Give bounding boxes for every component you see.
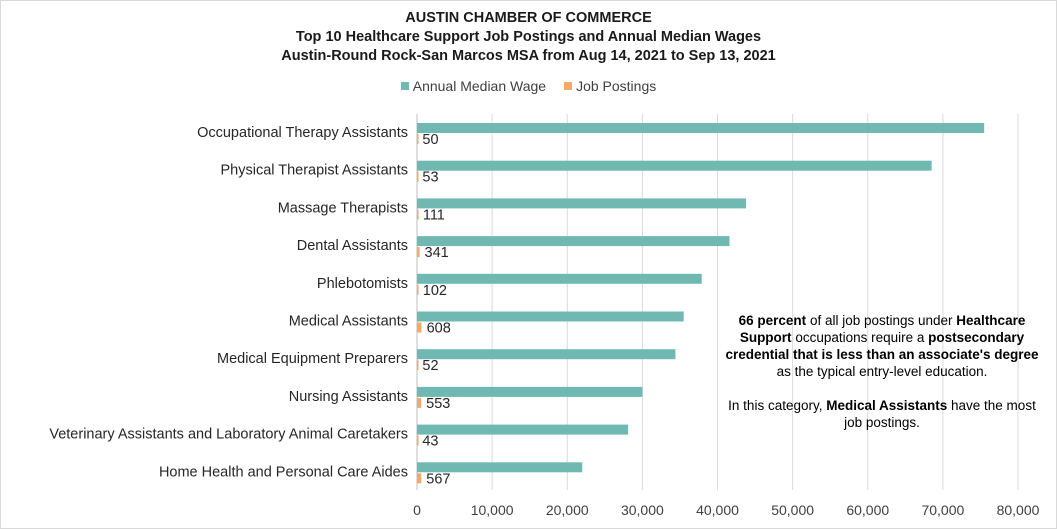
wage-bar bbox=[417, 349, 676, 360]
annotation-paragraph-2: In this category, Medical Assistants hav… bbox=[718, 397, 1046, 431]
postings-data-label: 341 bbox=[425, 245, 449, 261]
postings-bar bbox=[417, 473, 422, 484]
x-tick-label: 60,000 bbox=[846, 502, 889, 518]
wage-bar bbox=[417, 273, 702, 284]
annotation-text: Medical Assistants bbox=[826, 398, 948, 413]
legend-item-wage: Annual Median Wage bbox=[400, 78, 547, 94]
x-tick-label: 40,000 bbox=[696, 502, 739, 518]
legend-swatch-wage bbox=[400, 82, 409, 90]
category-label: Veterinary Assistants and Laboratory Ani… bbox=[49, 427, 408, 443]
chart-title-line-2: Top 10 Healthcare Support Job Postings a… bbox=[295, 29, 762, 45]
postings-data-label: 111 bbox=[423, 207, 445, 223]
legend-swatch-postings bbox=[564, 82, 573, 90]
chart-title-line-1: AUSTIN CHAMBER OF COMMERCE bbox=[405, 10, 652, 26]
wage-bar bbox=[417, 424, 629, 435]
postings-data-label: 53 bbox=[422, 170, 438, 186]
x-tick-label: 70,000 bbox=[921, 502, 964, 518]
postings-data-label: 43 bbox=[422, 434, 438, 450]
annotation-paragraph-1: 66 percent of all job postings under Hea… bbox=[718, 312, 1046, 380]
x-tick-label: 20,000 bbox=[546, 502, 589, 518]
category-label: Massage Therapists bbox=[278, 200, 408, 216]
category-label: Physical Therapist Assistants bbox=[220, 163, 408, 179]
annotation-text: have the most job postings. bbox=[844, 398, 1036, 430]
postings-data-label: 102 bbox=[423, 283, 447, 299]
category-label: Medical Assistants bbox=[289, 314, 408, 330]
postings-data-label: 50 bbox=[422, 132, 438, 148]
x-tick-label: 30,000 bbox=[621, 502, 664, 518]
annotation-text: occupations require a bbox=[791, 330, 929, 345]
wage-bar bbox=[417, 123, 985, 133]
postings-bar bbox=[417, 134, 419, 144]
wage-bar bbox=[417, 386, 643, 397]
x-tick-label: 50,000 bbox=[771, 502, 814, 518]
annotation-box: 66 percent of all job postings under Hea… bbox=[718, 312, 1046, 431]
x-tick-label: 10,000 bbox=[471, 502, 514, 518]
postings-bar bbox=[417, 360, 419, 371]
wage-bar bbox=[417, 198, 747, 209]
annotation-text: In this category, bbox=[728, 398, 827, 413]
category-label: Dental Assistants bbox=[297, 238, 408, 254]
wage-bar bbox=[417, 160, 932, 171]
x-tick-label: 80,000 bbox=[997, 502, 1040, 518]
postings-data-label: 567 bbox=[426, 471, 450, 487]
postings-data-label: 52 bbox=[422, 358, 438, 374]
postings-bar bbox=[417, 284, 419, 295]
postings-bar bbox=[417, 322, 422, 333]
wage-bar bbox=[417, 311, 684, 322]
postings-bar bbox=[417, 247, 420, 258]
postings-data-label: 553 bbox=[426, 396, 450, 412]
postings-bar bbox=[417, 435, 419, 446]
x-tick-label: 0 bbox=[413, 502, 421, 518]
legend: Annual Median Wage Job Postings bbox=[0, 78, 1057, 94]
legend-label-wage: Annual Median Wage bbox=[412, 78, 547, 94]
annotation-text: postsecondary credential that is less th… bbox=[725, 330, 1039, 362]
annotation-text: Healthcare Support bbox=[739, 313, 1026, 345]
postings-bar bbox=[417, 171, 419, 182]
category-label: Occupational Therapy Assistants bbox=[197, 125, 408, 141]
legend-item-postings: Job Postings bbox=[564, 78, 656, 94]
category-label: Phlebotomists bbox=[317, 276, 408, 292]
annotation-text: as the typical entry-level education. bbox=[776, 364, 988, 379]
wage-bar bbox=[417, 236, 730, 247]
postings-bar bbox=[417, 209, 419, 220]
postings-bar bbox=[417, 397, 422, 408]
chart-title-line-3: Austin-Round Rock-San Marcos MSA from Au… bbox=[281, 48, 776, 64]
postings-data-label: 608 bbox=[427, 321, 451, 337]
annotation-text: 66 percent bbox=[738, 313, 807, 328]
category-label: Home Health and Personal Care Aides bbox=[159, 464, 408, 480]
legend-label-postings: Job Postings bbox=[576, 78, 657, 94]
category-label: Nursing Assistants bbox=[289, 389, 408, 405]
category-label: Medical Equipment Preparers bbox=[217, 351, 408, 367]
annotation-text: of all job postings under bbox=[806, 313, 957, 328]
wage-bar bbox=[417, 462, 583, 473]
